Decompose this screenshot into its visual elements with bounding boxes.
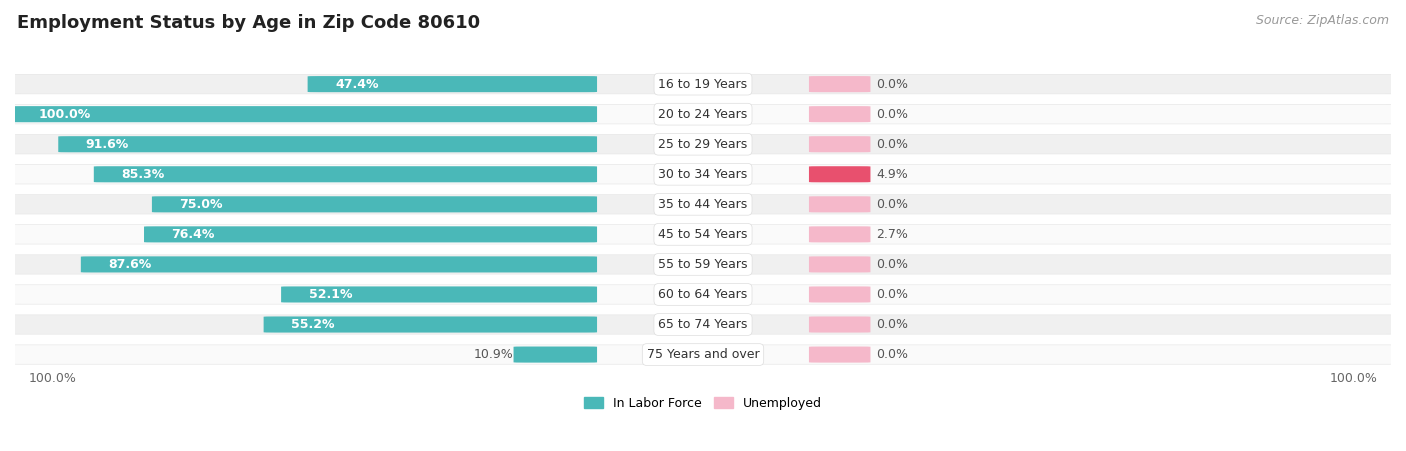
Text: 85.3%: 85.3% xyxy=(121,168,165,181)
Text: 0.0%: 0.0% xyxy=(876,258,908,271)
Text: 55 to 59 Years: 55 to 59 Years xyxy=(658,258,748,271)
FancyBboxPatch shape xyxy=(0,314,1406,335)
FancyBboxPatch shape xyxy=(808,317,870,332)
FancyBboxPatch shape xyxy=(281,286,598,303)
FancyBboxPatch shape xyxy=(6,225,1400,244)
Text: 35 to 44 Years: 35 to 44 Years xyxy=(658,198,748,211)
FancyBboxPatch shape xyxy=(94,166,598,182)
Text: 0.0%: 0.0% xyxy=(876,108,908,121)
Text: 87.6%: 87.6% xyxy=(108,258,152,271)
Text: 0.0%: 0.0% xyxy=(876,198,908,211)
FancyBboxPatch shape xyxy=(0,224,1406,244)
Text: 91.6%: 91.6% xyxy=(86,138,129,151)
Text: 0.0%: 0.0% xyxy=(876,348,908,361)
FancyBboxPatch shape xyxy=(0,254,1406,275)
FancyBboxPatch shape xyxy=(6,195,1400,214)
FancyBboxPatch shape xyxy=(808,196,870,212)
FancyBboxPatch shape xyxy=(808,106,870,122)
Legend: In Labor Force, Unemployed: In Labor Force, Unemployed xyxy=(579,392,827,415)
Text: 0.0%: 0.0% xyxy=(876,318,908,331)
FancyBboxPatch shape xyxy=(808,226,870,243)
Text: 20 to 24 Years: 20 to 24 Years xyxy=(658,108,748,121)
Text: 25 to 29 Years: 25 to 29 Years xyxy=(658,138,748,151)
FancyBboxPatch shape xyxy=(0,194,1406,214)
Text: 30 to 34 Years: 30 to 34 Years xyxy=(658,168,748,181)
FancyBboxPatch shape xyxy=(0,345,1406,364)
FancyBboxPatch shape xyxy=(6,285,1400,304)
Text: 47.4%: 47.4% xyxy=(335,78,378,91)
Text: 55.2%: 55.2% xyxy=(291,318,335,331)
FancyBboxPatch shape xyxy=(308,76,598,92)
FancyBboxPatch shape xyxy=(6,315,1400,334)
Text: 100.0%: 100.0% xyxy=(28,372,77,385)
Text: 75.0%: 75.0% xyxy=(180,198,224,211)
Text: 0.0%: 0.0% xyxy=(876,288,908,301)
FancyBboxPatch shape xyxy=(6,165,1400,184)
FancyBboxPatch shape xyxy=(143,226,598,243)
FancyBboxPatch shape xyxy=(6,255,1400,274)
FancyBboxPatch shape xyxy=(808,256,870,272)
Text: 2.7%: 2.7% xyxy=(876,228,908,241)
FancyBboxPatch shape xyxy=(6,75,1400,93)
Text: 65 to 74 Years: 65 to 74 Years xyxy=(658,318,748,331)
FancyBboxPatch shape xyxy=(0,134,1406,154)
FancyBboxPatch shape xyxy=(513,346,598,363)
Text: 100.0%: 100.0% xyxy=(1329,372,1378,385)
FancyBboxPatch shape xyxy=(808,76,870,92)
Text: Source: ZipAtlas.com: Source: ZipAtlas.com xyxy=(1256,14,1389,27)
FancyBboxPatch shape xyxy=(58,136,598,152)
FancyBboxPatch shape xyxy=(6,105,1400,124)
FancyBboxPatch shape xyxy=(11,106,598,122)
FancyBboxPatch shape xyxy=(152,196,598,212)
Text: 45 to 54 Years: 45 to 54 Years xyxy=(658,228,748,241)
FancyBboxPatch shape xyxy=(808,346,870,363)
Text: Employment Status by Age in Zip Code 80610: Employment Status by Age in Zip Code 806… xyxy=(17,14,479,32)
FancyBboxPatch shape xyxy=(808,166,870,182)
Text: 52.1%: 52.1% xyxy=(309,288,352,301)
FancyBboxPatch shape xyxy=(0,164,1406,184)
FancyBboxPatch shape xyxy=(808,286,870,303)
Text: 4.9%: 4.9% xyxy=(876,168,908,181)
Text: 16 to 19 Years: 16 to 19 Years xyxy=(658,78,748,91)
FancyBboxPatch shape xyxy=(0,285,1406,304)
Text: 100.0%: 100.0% xyxy=(38,108,90,121)
FancyBboxPatch shape xyxy=(263,317,598,332)
FancyBboxPatch shape xyxy=(6,135,1400,154)
Text: 10.9%: 10.9% xyxy=(474,348,513,361)
Text: 0.0%: 0.0% xyxy=(876,78,908,91)
Text: 0.0%: 0.0% xyxy=(876,138,908,151)
FancyBboxPatch shape xyxy=(6,345,1400,364)
FancyBboxPatch shape xyxy=(0,74,1406,94)
FancyBboxPatch shape xyxy=(80,256,598,272)
Text: 75 Years and over: 75 Years and over xyxy=(647,348,759,361)
FancyBboxPatch shape xyxy=(808,136,870,152)
FancyBboxPatch shape xyxy=(0,104,1406,124)
Text: 76.4%: 76.4% xyxy=(172,228,215,241)
Text: 60 to 64 Years: 60 to 64 Years xyxy=(658,288,748,301)
